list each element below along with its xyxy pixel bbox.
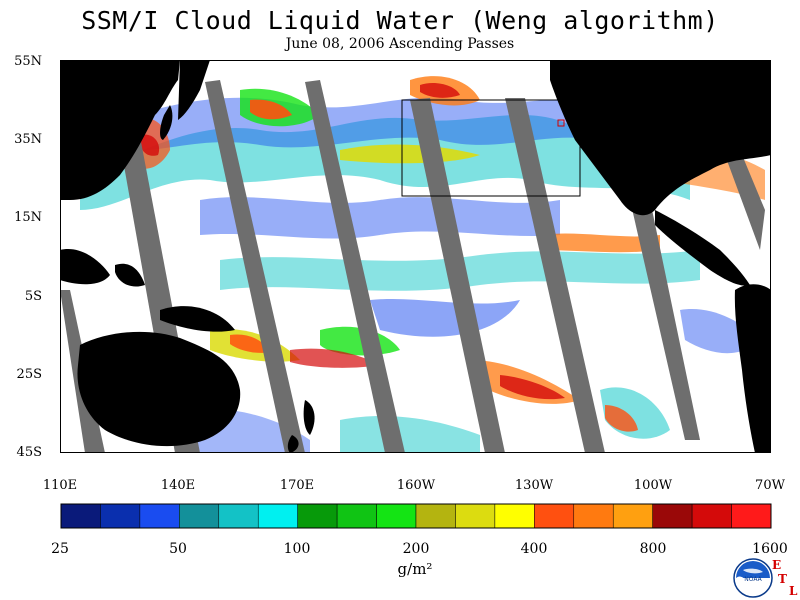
- lon-label: 140E: [160, 478, 196, 493]
- lon-label: 70W: [755, 478, 785, 493]
- southeast-asia-island: [115, 263, 145, 287]
- region-box: [401, 99, 581, 197]
- colorbar-segment: [257, 503, 298, 529]
- lon-label: 170E: [279, 478, 315, 493]
- lat-label: 15N: [14, 210, 42, 225]
- lat-label: 55N: [14, 54, 42, 69]
- colorbar-segment: [139, 503, 180, 529]
- colorbar-segment: [731, 503, 772, 529]
- colorbar-segment: [179, 503, 220, 529]
- swath-gap: [725, 150, 765, 250]
- southeast-asia-island: [60, 249, 110, 285]
- noaa-logo-icon: NOAA: [733, 558, 773, 598]
- colorbar-segment: [218, 503, 259, 529]
- new-zealand-landmass: [287, 435, 299, 453]
- chart-title: SSM/I Cloud Liquid Water (Weng algorithm…: [81, 6, 719, 35]
- colorbar-segment: [60, 503, 101, 529]
- noaa-logo-text: NOAA: [744, 576, 762, 583]
- colorbar-segment: [534, 503, 575, 529]
- lat-label: 5S: [24, 289, 42, 304]
- south-america-landmass: [734, 284, 771, 453]
- colorbar-label: 1600: [752, 541, 788, 557]
- colorbar-label: 100: [283, 541, 311, 557]
- swath-gap: [305, 80, 405, 453]
- colorbar-label: 50: [169, 541, 187, 557]
- colorbar-label: 400: [520, 541, 548, 557]
- colorbar: [60, 503, 772, 529]
- new-zealand-landmass: [303, 400, 315, 435]
- etl-letter-t: T: [778, 572, 787, 586]
- japan-landmass: [160, 105, 173, 140]
- colorbar-label: 25: [51, 541, 69, 557]
- chart-subtitle: June 08, 2006 Ascending Passes: [285, 36, 515, 52]
- lon-label: 110E: [42, 478, 78, 493]
- new-guinea-landmass: [160, 306, 235, 332]
- colorbar-label: 800: [639, 541, 667, 557]
- lat-label: 25S: [16, 367, 42, 382]
- lat-label: 35N: [14, 132, 42, 147]
- lon-label: 160W: [396, 478, 436, 493]
- asia-landmass: [178, 60, 210, 120]
- colorbar-units: g/m²: [397, 560, 433, 578]
- lat-label: 45S: [16, 445, 42, 460]
- etl-letter-l: L: [789, 584, 798, 598]
- colorbar-segment: [652, 503, 693, 529]
- swath-gap: [630, 200, 700, 440]
- land-masses: [60, 60, 771, 453]
- colorbar-segment: [494, 503, 535, 529]
- colorbar-segment: [455, 503, 496, 529]
- colorbar-segment: [691, 503, 732, 529]
- colorbar-segment: [376, 503, 417, 529]
- colorbar-segment: [612, 503, 653, 529]
- australia-landmass: [77, 331, 241, 447]
- colorbar-label: 200: [402, 541, 430, 557]
- colorbar-segment: [100, 503, 141, 529]
- etl-letter-e: E: [772, 558, 782, 572]
- north-america-landmass: [550, 60, 771, 216]
- swath-gap: [505, 98, 605, 453]
- map-frame: [60, 60, 771, 453]
- colorbar-segment: [336, 503, 377, 529]
- colorbar-segment: [297, 503, 338, 529]
- asia-landmass: [60, 60, 180, 200]
- cloud-water-map: [60, 60, 771, 453]
- site-marker: [557, 119, 565, 127]
- lon-label: 130W: [514, 478, 554, 493]
- colorbar-segment: [573, 503, 614, 529]
- swath-gap: [410, 98, 505, 453]
- lon-label: 100W: [633, 478, 673, 493]
- colorbar-frame: [60, 503, 772, 529]
- colorbar-segment: [415, 503, 456, 529]
- swath-gap: [205, 80, 305, 453]
- central-america-landmass: [655, 210, 750, 286]
